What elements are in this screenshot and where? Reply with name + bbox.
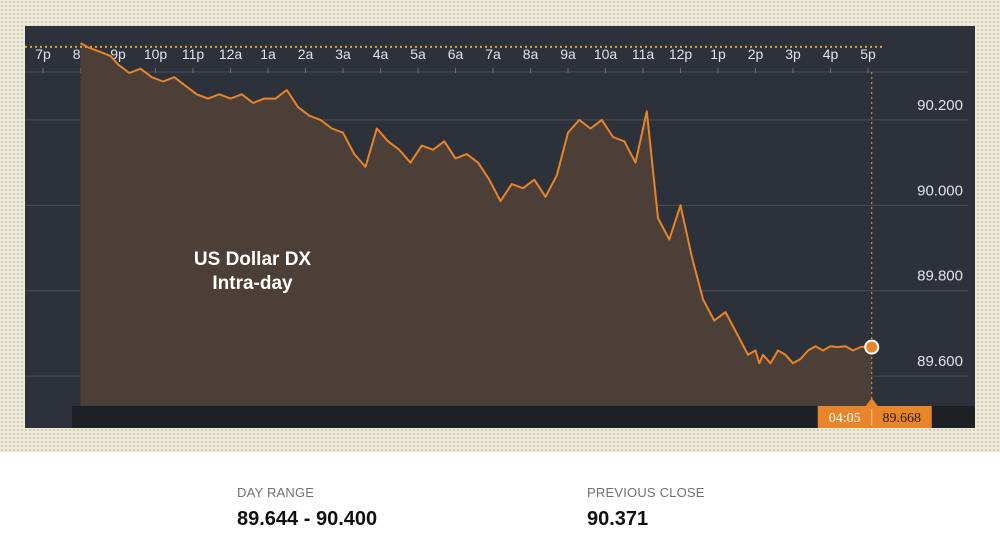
x-tick-label: 3p — [785, 46, 801, 62]
x-axis: 7p8p9p10p11p12a1a2a3a4a5a6a7a8a9a10a11a1… — [35, 46, 876, 73]
x-tick-label: 4a — [373, 46, 389, 62]
current-price-marker — [864, 339, 880, 355]
y-tick-label: 90.000 — [917, 182, 963, 199]
x-tick-label: 12p — [669, 46, 693, 62]
badge-time: 04:05 — [829, 411, 861, 426]
x-tick-label: 1p — [710, 46, 726, 62]
badge-background — [817, 406, 932, 428]
badge-value: 89.668 — [883, 411, 922, 426]
x-tick-label: 1a — [260, 46, 276, 62]
x-tick-label: 2p — [748, 46, 764, 62]
x-tick-label: 8a — [523, 46, 539, 62]
x-tick-label: 9p — [110, 46, 126, 62]
x-tick-label: 5a — [410, 46, 426, 62]
previous-close-label: PREVIOUS CLOSE — [587, 485, 705, 500]
plot-dark-strip — [72, 406, 975, 428]
x-tick-label: 11p — [182, 46, 205, 62]
intraday-chart: 7p8p9p10p11p12a1a2a3a4a5a6a7a8a9a10a11a1… — [25, 42, 975, 428]
x-tick-label: 12a — [219, 46, 243, 62]
chart-title-overlay: US Dollar DX Intra-day — [165, 248, 340, 296]
price-line — [80, 42, 873, 365]
x-tick-label: 2a — [298, 46, 314, 62]
previous-close-value: 90.371 — [587, 508, 649, 530]
x-tick-label: 5p — [860, 46, 876, 62]
x-tick-label: 10p — [144, 46, 168, 62]
x-tick-label: 9a — [560, 46, 576, 62]
current-price-badge: 04:05 89.668 — [817, 398, 932, 428]
y-tick-label: 89.600 — [917, 353, 963, 370]
x-tick-label: 7a — [485, 46, 501, 62]
x-tick-label: 11a — [632, 46, 655, 62]
x-tick-label: 10a — [594, 46, 618, 62]
x-tick-label: 3a — [335, 46, 351, 62]
y-tick-label: 89.800 — [917, 268, 963, 285]
day-range-label: DAY RANGE — [237, 485, 315, 500]
x-tick-label: 7p — [35, 46, 51, 62]
x-tick-label: 4p — [823, 46, 839, 62]
day-range-stat: DAY RANGE 89.644 - 90.400 — [237, 485, 377, 531]
chart-panel: 7p8p9p10p11p12a1a2a3a4a5a6a7a8a9a10a11a1… — [25, 26, 975, 428]
badge-pointer — [865, 398, 878, 406]
chart-title: US Dollar DX — [193, 249, 312, 270]
y-axis: 90.200 90.000 89.800 89.600 — [917, 97, 963, 370]
x-tick-label: 6a — [448, 46, 464, 62]
price-area-fill — [80, 43, 872, 406]
previous-close-stat: PREVIOUS CLOSE 90.371 — [587, 485, 705, 531]
day-range-value: 89.644 - 90.400 — [237, 508, 378, 530]
chart-subtitle: Intra-day — [212, 273, 293, 294]
y-tick-label: 90.200 — [917, 97, 963, 114]
